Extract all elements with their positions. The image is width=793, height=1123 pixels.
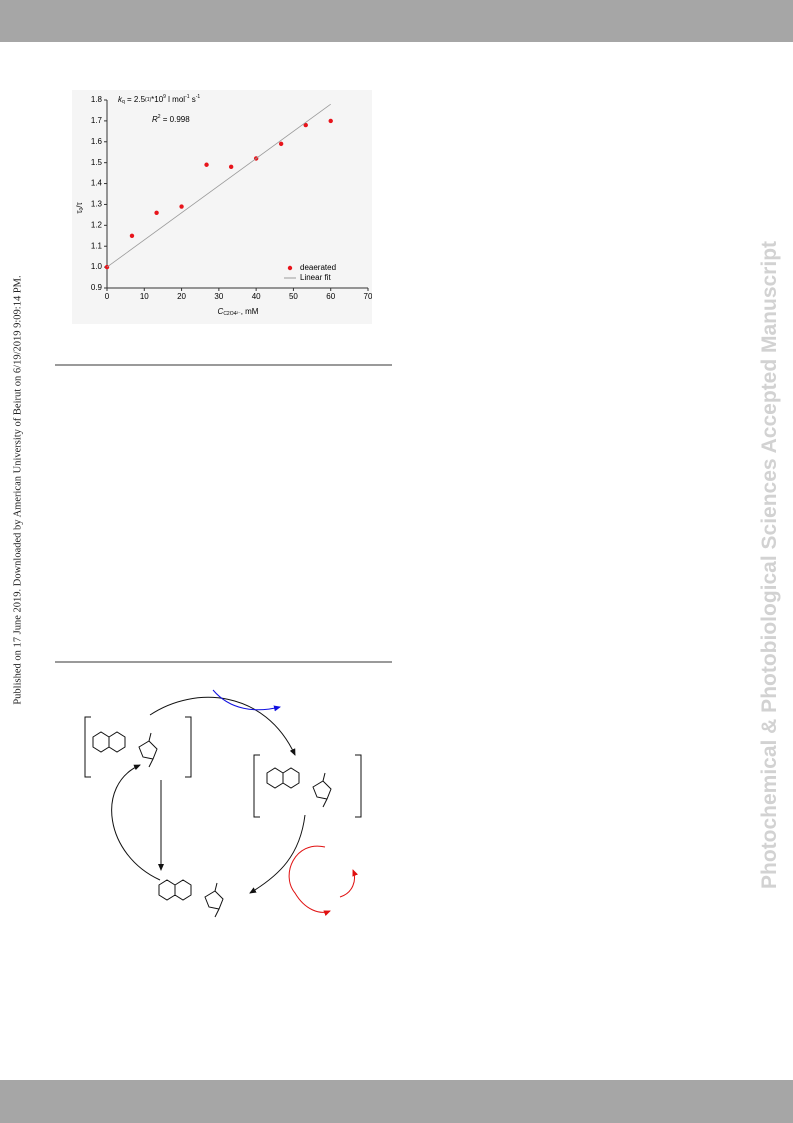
annotation: R2 = 0.998 <box>152 114 190 124</box>
legend-label: Linear fit <box>300 273 331 282</box>
annotation: kq = 2.5(1)*109 l mol-1 s-1 <box>118 94 200 105</box>
watermark: Photochemical & Photobiological Sciences… <box>758 240 781 890</box>
x-tick-label: 20 <box>177 292 186 301</box>
x-axis-label: CC2O4²⁻, mM <box>218 307 259 317</box>
data-point <box>154 210 159 215</box>
legend-swatch <box>287 265 293 271</box>
arrow <box>249 814 306 894</box>
x-tick-label: 10 <box>140 292 149 301</box>
data-point <box>228 164 234 170</box>
y-tick-label: 1.2 <box>91 220 103 229</box>
side-note: Published on 17 June 2019. Downloaded by… <box>12 275 24 705</box>
x-tick-label: 0 <box>105 292 110 301</box>
x-tick-label: 40 <box>252 292 261 301</box>
arrow <box>111 764 161 881</box>
data-point <box>179 204 184 209</box>
y-tick-label: 1.0 <box>91 262 103 271</box>
y-tick-label: 1.4 <box>91 179 103 188</box>
fit-line <box>106 103 331 268</box>
chart-background <box>72 90 372 324</box>
y-tick-label: 0.9 <box>91 283 103 292</box>
x-tick-label: 70 <box>364 292 372 301</box>
molecule <box>158 879 224 918</box>
y-tick-label: 1.5 <box>91 158 103 167</box>
y-tick-label: 1.3 <box>91 200 103 209</box>
x-tick-label: 30 <box>214 292 223 301</box>
footer-bar <box>0 1080 793 1123</box>
y-tick-label: 1.8 <box>91 95 103 104</box>
arrow <box>149 696 296 756</box>
x-tick-label: 60 <box>326 292 335 301</box>
data-point <box>278 141 284 147</box>
data-point <box>129 233 135 238</box>
chart: kq = 2.5(1)*109 l mol-1 s-1 R2 = 0.998 τ… <box>72 90 372 324</box>
arrow <box>212 689 281 712</box>
y-tick-label: 1.6 <box>91 137 103 146</box>
molecule-bracket <box>253 754 362 818</box>
header-bar <box>0 0 793 42</box>
y-tick-label: 1.1 <box>91 241 103 250</box>
rule <box>55 364 392 366</box>
y-tick-label: 1.7 <box>91 116 103 125</box>
molecule-bracket <box>84 716 192 778</box>
rule <box>55 661 392 663</box>
x-tick-label: 50 <box>289 292 298 301</box>
data-point <box>303 122 308 128</box>
arrow <box>288 845 331 917</box>
legend-label: deaerated <box>300 263 336 272</box>
y-axis-label: τ0/τ <box>75 201 85 213</box>
arrow <box>339 869 359 898</box>
data-point <box>204 162 209 167</box>
reaction-scheme <box>84 689 362 918</box>
data-point <box>328 118 333 124</box>
